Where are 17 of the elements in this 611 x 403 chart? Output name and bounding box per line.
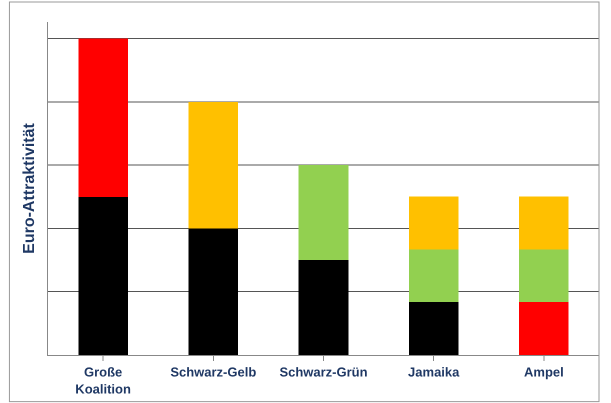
bar [298,165,348,260]
bar [298,260,348,355]
bar [519,302,569,355]
bar [408,302,458,355]
bar [408,196,458,250]
bar [519,196,569,250]
bar [519,249,569,302]
y-axis-title: Euro-Attraktivität [20,122,38,254]
bar [78,38,128,197]
x-tick-label: Schwarz-Gelb [170,364,256,380]
x-tick-label: Ampel [524,364,564,380]
bar [408,249,458,302]
x-tick-label: Schwarz-Grün [279,364,368,380]
x-tick-label: Große Koalition [75,364,131,396]
bar [188,228,238,355]
bar [78,196,128,355]
x-tick-label: Jamaika [408,364,460,380]
